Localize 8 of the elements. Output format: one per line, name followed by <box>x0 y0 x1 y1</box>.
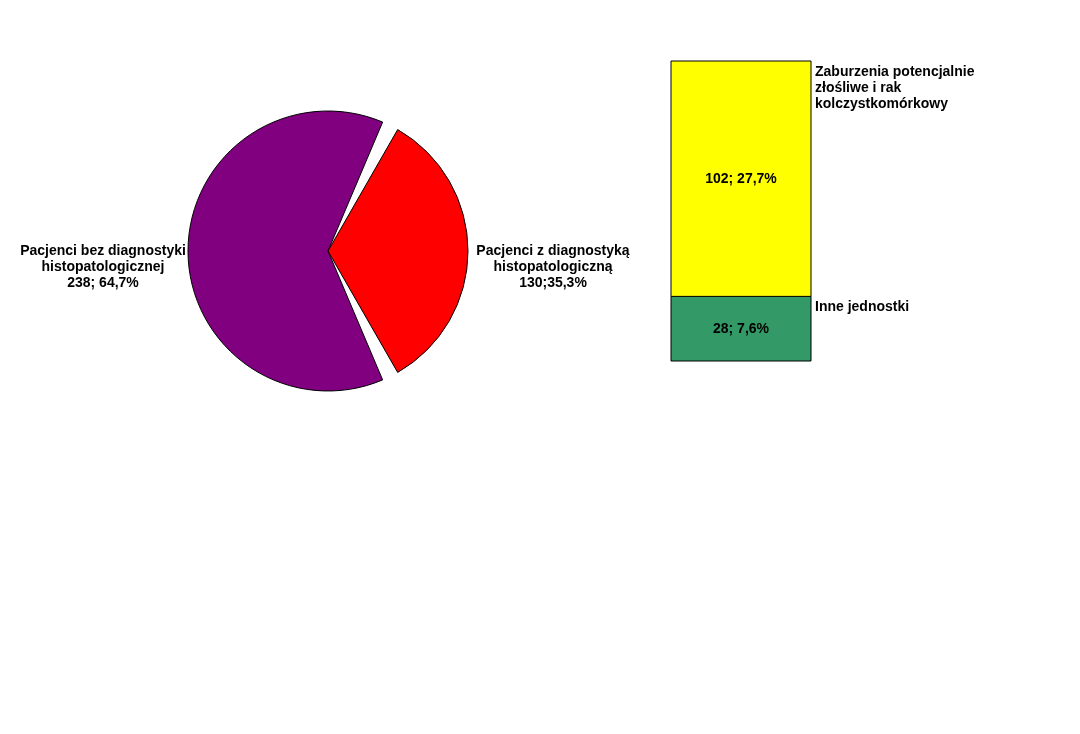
data-label: 130;35,3% <box>519 274 588 290</box>
series-label: Zaburzenia potencjalnie złośliwe i rak kolczystkomórkowy <box>815 63 975 111</box>
slice-label: Pacjenci bez diagnostyki histopatologicznej <box>20 242 186 274</box>
data-label: 28; 7,6% <box>712 319 770 336</box>
data-label: 102; 27,7% <box>705 169 778 186</box>
series-label: Inne jednostki <box>815 298 910 315</box>
data-label: 238; 64,7% <box>67 274 140 290</box>
slice-label: Pacjenci z diagnostyką histopatologiczną <box>476 242 630 274</box>
